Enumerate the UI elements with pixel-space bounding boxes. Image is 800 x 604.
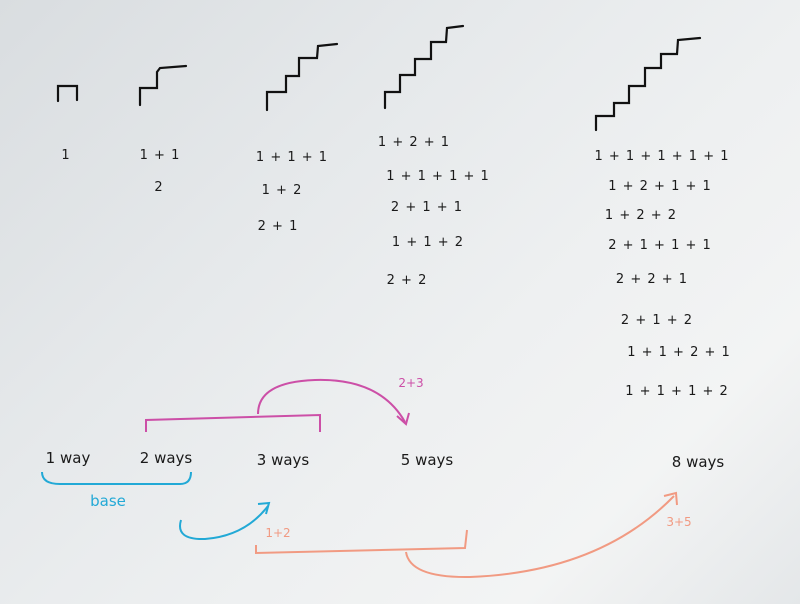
sum-col5-row8: 1 + 1 + 1 + 2	[625, 384, 729, 399]
blue-sum-label: 1+2	[265, 526, 291, 540]
staircase-3-steps	[265, 42, 339, 112]
staircase-1-step	[56, 84, 79, 103]
sum-col5-row1: 1 + 1 + 1 + 1 + 1	[594, 149, 730, 164]
staircase-2-steps	[138, 64, 188, 107]
sum-col5-row5: 2 + 2 + 1	[615, 272, 689, 287]
pink-arrow	[257, 378, 406, 423]
ways-label-8: 8 ways	[671, 453, 725, 471]
sum-col2-row2: 2	[154, 180, 164, 195]
base-label: base	[90, 492, 126, 510]
ways-label-1: 1 way	[45, 449, 91, 467]
sum-col4-row2: 1 + 1 + 1 + 1	[386, 169, 490, 184]
orange-bracket	[255, 529, 468, 555]
sum-col4-row5: 2 + 2	[386, 273, 428, 288]
sum-col4-row4: 1 + 1 + 2	[391, 235, 465, 250]
pink-bracket	[145, 413, 321, 432]
ways-label-3: 3 ways	[256, 451, 310, 469]
orange-arrow	[405, 495, 675, 579]
sum-col3-row2: 1 + 2	[261, 183, 303, 198]
sum-col5-row6: 2 + 1 + 2	[620, 313, 694, 328]
sum-col5-row2: 1 + 2 + 1 + 1	[608, 179, 712, 194]
ways-label-2: 2 ways	[139, 449, 193, 467]
sum-col5-row3: 1 + 2 + 2	[604, 208, 678, 223]
staircase-4-steps	[383, 24, 465, 110]
orange-sum-label: 3+5	[666, 515, 692, 529]
ways-label-5: 5 ways	[400, 451, 454, 469]
sum-col5-row4: 2 + 1 + 1 + 1	[608, 238, 712, 253]
sum-col4-row3: 2 + 1 + 1	[390, 200, 464, 215]
sum-col1-row1: 1	[61, 148, 71, 163]
sum-col5-row7: 1 + 1 + 2 + 1	[627, 345, 731, 360]
blue-arrow	[179, 505, 269, 541]
blue-base-bracket	[41, 471, 192, 485]
sum-col4-row1: 1 + 2 + 1	[377, 135, 451, 150]
sum-col2-row1: 1 + 1	[139, 148, 181, 163]
blue-arrowhead	[257, 501, 271, 515]
pink-arrowhead	[396, 412, 410, 426]
pink-sum-label: 2+3	[398, 376, 424, 390]
sum-col3-row3: 2 + 1	[257, 219, 299, 234]
staircase-5-steps	[594, 36, 702, 132]
sum-col3-row1: 1 + 1 + 1	[255, 150, 329, 165]
orange-arrowhead	[663, 491, 678, 506]
